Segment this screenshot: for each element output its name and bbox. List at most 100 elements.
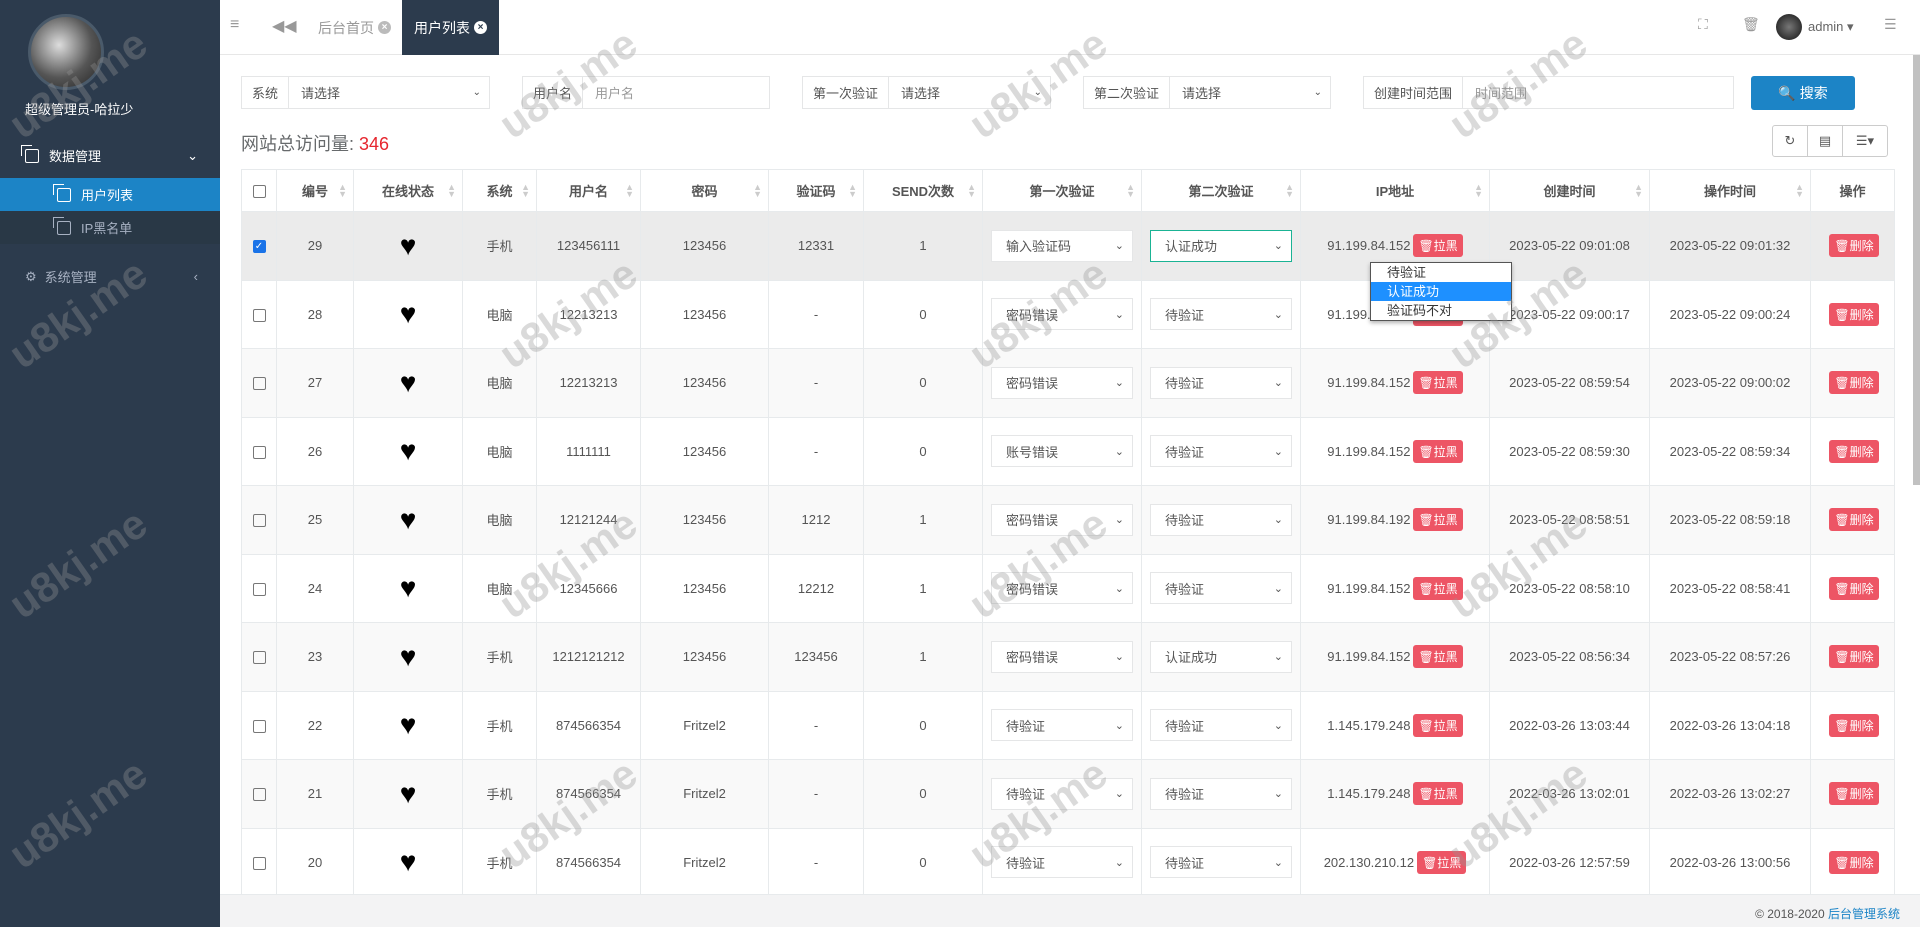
delete-button[interactable]: 🗑删除 <box>1829 508 1879 532</box>
row-checkbox[interactable] <box>241 759 277 829</box>
sidebar-item-data-management[interactable]: 数据管理 ⌄ <box>0 139 220 172</box>
table-row[interactable]: 26 ♥ 电脑 1111111 123456 - 0 账号错误 ⌄ 待验证 ⌄ 91.199.84.1… <box>241 416 1895 486</box>
column-header[interactable]: 用户名 ▲ ▼ <box>536 169 641 212</box>
row-checkbox[interactable] <box>241 348 277 418</box>
dropdown-option[interactable]: 待验证 <box>1387 265 1427 280</box>
username-input[interactable]: 用户名 <box>595 86 635 101</box>
tab-home[interactable]: 后台首页 × <box>306 0 403 55</box>
first-verify-select[interactable]: 密码错误 ⌄ <box>991 572 1133 605</box>
column-header[interactable]: 编号 ▲ ▼ <box>276 169 354 212</box>
row-checkbox[interactable]: ✓ <box>241 211 277 281</box>
row-checkbox[interactable] <box>241 827 277 897</box>
row-checkbox[interactable] <box>241 690 277 760</box>
second-verify-select[interactable]: 待验证 ⌄ <box>1150 366 1292 399</box>
row-checkbox[interactable] <box>241 622 277 692</box>
second-verify-select[interactable]: 待验证 ⌄ <box>1150 298 1292 331</box>
row-checkbox[interactable] <box>241 485 277 555</box>
column-header[interactable]: 密码 ▲ ▼ <box>640 169 769 212</box>
delete-button[interactable]: 🗑删除 <box>1829 645 1879 669</box>
row-checkbox[interactable] <box>241 279 277 349</box>
delete-button[interactable]: 🗑删除 <box>1829 302 1879 326</box>
tab-user-list[interactable]: 用户列表 × <box>402 0 499 55</box>
sidebar-item-user-list[interactable]: 用户列表 <box>0 178 220 211</box>
second-verify-select[interactable]: 待验证 ⌄ <box>1150 503 1292 536</box>
first-verify-select[interactable]: 密码错误 ⌄ <box>991 640 1133 673</box>
second-verify-select[interactable]: 请选择 ⌄ <box>1170 77 1330 108</box>
blacklist-button[interactable]: 🗑拉黑 <box>1413 234 1463 258</box>
delete-button[interactable]: 🗑删除 <box>1829 439 1879 463</box>
delete-button[interactable]: 🗑删除 <box>1829 576 1879 600</box>
column-header[interactable]: 系统 ▲ ▼ <box>462 169 537 212</box>
table-row[interactable]: 22 ♥ 手机 874566354 Fritzel2 - 0 待验证 ⌄ 待验证 ⌄ 1.145.17… <box>241 690 1895 760</box>
table-row[interactable]: 21 ♥ 手机 874566354 Fritzel2 - 0 待验证 ⌄ 待验证 ⌄ 1.145.17… <box>241 759 1895 829</box>
delete-button[interactable]: 🗑删除 <box>1829 782 1879 806</box>
refresh-button[interactable]: ↻ <box>1772 125 1808 157</box>
footer-link[interactable]: 后台管理系统 <box>1827 907 1900 921</box>
search-button[interactable]: 🔍 搜索 <box>1751 76 1855 110</box>
column-header[interactable]: 验证码 ▲ ▼ <box>768 169 864 212</box>
close-icon[interactable]: × <box>378 21 391 34</box>
blacklist-button[interactable]: 🗑拉黑 <box>1413 782 1463 806</box>
columns-button[interactable]: ☰▾ <box>1842 125 1888 157</box>
column-header[interactable]: SEND次数 ▲ ▼ <box>863 169 983 212</box>
tab-scroll-left-icon[interactable]: ◀◀ <box>272 18 297 35</box>
first-verify-select[interactable]: 密码错误 ⌄ <box>991 503 1133 536</box>
user-menu[interactable]: admin ▾ <box>1808 19 1854 34</box>
second-verify-select[interactable]: 待验证 ⌄ <box>1150 846 1292 879</box>
row-checkbox[interactable] <box>241 553 277 623</box>
delete-button[interactable]: 🗑删除 <box>1829 713 1879 737</box>
column-header[interactable]: 在线状态 ▲ ▼ <box>353 169 463 212</box>
first-verify-select[interactable]: 待验证 ⌄ <box>991 777 1133 810</box>
blacklist-button[interactable]: 🗑拉黑 <box>1417 850 1467 874</box>
second-verify-select[interactable]: 待验证 ⌄ <box>1150 777 1292 810</box>
first-verify-select[interactable]: 输入验证码 ⌄ <box>991 229 1133 262</box>
select-all-checkbox[interactable] <box>241 169 277 212</box>
fullscreen-icon[interactable]: ⛶ <box>1698 16 1708 32</box>
user-avatar-small[interactable] <box>1776 14 1802 40</box>
table-row[interactable]: ✓ 29 ♥ 手机 123456111 123456 12331 1 输入验证码 ⌄ 认证成功 ⌄ 91… <box>241 211 1895 281</box>
menu-toggle-icon[interactable]: ≡ <box>230 16 240 33</box>
time-range-input[interactable]: 时间范围 <box>1475 86 1528 101</box>
user-avatar[interactable] <box>28 14 104 90</box>
column-header[interactable]: 第二次验证 ▲ ▼ <box>1141 169 1301 212</box>
first-verify-select[interactable]: 密码错误 ⌄ <box>991 366 1133 399</box>
first-verify-select[interactable]: 请选择 ⌄ <box>889 77 1050 108</box>
column-header[interactable]: 创建时间 ▲ ▼ <box>1489 169 1650 212</box>
blacklist-button[interactable]: 🗑拉黑 <box>1413 439 1463 463</box>
row-checkbox[interactable] <box>241 416 277 486</box>
dropdown-option[interactable]: 验证码不对 <box>1387 303 1453 318</box>
blacklist-button[interactable]: 🗑拉黑 <box>1413 645 1463 669</box>
blacklist-button[interactable]: 🗑拉黑 <box>1413 371 1463 395</box>
column-header[interactable]: 操作时间 ▲ ▼ <box>1649 169 1811 212</box>
scrollbar[interactable] <box>1913 55 1920 485</box>
sidebar-item-ip-blacklist[interactable]: IP黑名单 <box>0 211 220 244</box>
right-sidebar-icon[interactable]: ☰ <box>1884 16 1897 32</box>
first-verify-select[interactable]: 待验证 ⌄ <box>991 709 1133 742</box>
delete-button[interactable]: 🗑删除 <box>1829 371 1879 395</box>
first-verify-select[interactable]: 密码错误 ⌄ <box>991 298 1133 331</box>
blacklist-button[interactable]: 🗑拉黑 <box>1413 508 1463 532</box>
second-verify-select[interactable]: 认证成功 ⌄ <box>1150 640 1292 673</box>
delete-button[interactable]: 🗑删除 <box>1829 850 1879 874</box>
column-header[interactable]: 操作 <box>1810 169 1895 212</box>
toggle-view-button[interactable]: ▤ <box>1807 125 1843 157</box>
column-header[interactable]: 第一次验证 ▲ ▼ <box>982 169 1142 212</box>
second-verify-select[interactable]: 待验证 ⌄ <box>1150 572 1292 605</box>
first-verify-select[interactable]: 待验证 ⌄ <box>991 846 1133 879</box>
first-verify-select[interactable]: 账号错误 ⌄ <box>991 435 1133 468</box>
table-row[interactable]: 24 ♥ 电脑 12345666 123456 12212 1 密码错误 ⌄ 待验证 ⌄ 91.199… <box>241 553 1895 623</box>
sidebar-item-system-management[interactable]: ⚙ 系统管理 ‹ <box>0 260 220 293</box>
trash-icon[interactable]: 🗑 <box>1742 16 1760 32</box>
second-verify-select[interactable]: 待验证 ⌄ <box>1150 709 1292 742</box>
blacklist-button[interactable]: 🗑拉黑 <box>1413 576 1463 600</box>
table-row[interactable]: 27 ♥ 电脑 12213213 123456 - 0 密码错误 ⌄ 待验证 ⌄ 91.199.84.… <box>241 348 1895 418</box>
second-verify-select[interactable]: 认证成功 ⌄ <box>1150 229 1292 262</box>
second-verify-select[interactable]: 待验证 ⌄ <box>1150 435 1292 468</box>
system-select[interactable]: 请选择 ⌄ <box>289 77 489 108</box>
table-row[interactable]: 28 ♥ 电脑 12213213 123456-0 密码错误 ⌄ 待验证 ⌄ 91.199.84.… <box>241 279 1895 349</box>
close-icon[interactable]: × <box>474 21 487 34</box>
table-row[interactable]: 25 ♥ 电脑 12121244 123456 1212 1 密码错误 ⌄ 待验证 ⌄ 91.199.… <box>241 485 1895 555</box>
blacklist-button[interactable]: 🗑拉黑 <box>1413 713 1463 737</box>
table-row[interactable]: 23 ♥ 手机 1212121212 123456 123456 1 密码错误 ⌄ 认证成功 ⌄ 91… <box>241 622 1895 692</box>
table-row[interactable]: 20 ♥ 手机 874566354 Fritzel2 - 0 待验证 ⌄ 待验证 ⌄ 202.130.… <box>241 827 1895 897</box>
